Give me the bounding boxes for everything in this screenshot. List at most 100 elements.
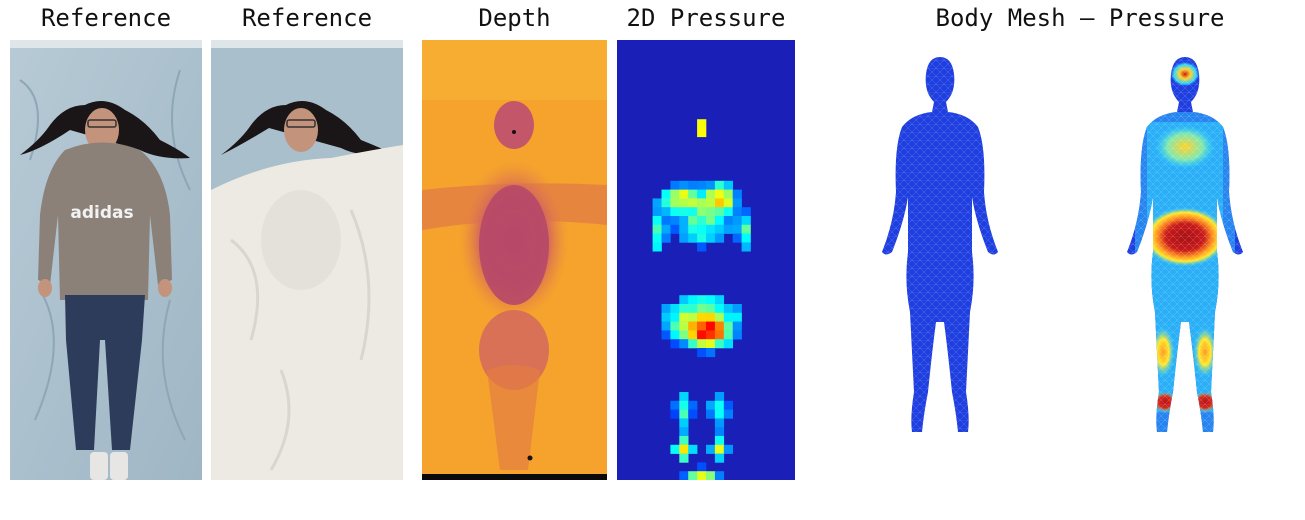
pressure-cell: [679, 418, 689, 428]
pressure-cell: [714, 189, 725, 199]
pressure-cell: [679, 392, 689, 402]
pressure-cell: [714, 233, 725, 243]
pressure-cell: [732, 330, 742, 340]
pressure-cell: [714, 453, 725, 463]
pressure-cell: [688, 400, 698, 410]
pressure-cell: [679, 471, 689, 480]
pressure-cell: [714, 180, 725, 190]
pressure-cell: [723, 444, 733, 454]
pressure-cell: [661, 207, 671, 217]
pressure-cell: [714, 471, 725, 480]
pressure-cell: [688, 339, 698, 349]
pressure-cell: [706, 409, 716, 419]
pressure-cell: [679, 233, 689, 243]
pressure-cell: [679, 330, 689, 340]
pressure-cell: [723, 216, 733, 226]
pressure-cell: [679, 216, 689, 226]
pressure-cell: [706, 224, 716, 234]
pressure-cell: [697, 295, 707, 305]
pressure-cell: [661, 233, 671, 243]
pressure-cell: [697, 216, 707, 226]
pressure-cell: [732, 304, 742, 314]
pressure-cell: [670, 304, 680, 314]
pressure-cell: [714, 409, 725, 419]
pressure-cell: [679, 409, 689, 419]
pressure-cell: [670, 189, 680, 199]
pressure-cell: [714, 339, 725, 349]
pressure-cell: [670, 321, 680, 331]
title-depth: Depth: [478, 4, 551, 32]
pressure-cell: [697, 462, 707, 472]
pressure-cell: [688, 330, 698, 340]
pressure-cell: [714, 330, 725, 340]
reference-photo-covered: [211, 40, 403, 480]
pressure-cell: [697, 233, 707, 243]
pressure-cell: [652, 216, 662, 226]
pressure-cell: [697, 304, 707, 314]
pressure-cell: [652, 198, 662, 208]
pressure-cell: [706, 189, 716, 199]
pressure-cell: [652, 233, 662, 243]
pressure-cell: [688, 409, 698, 419]
pressure-cell: [670, 207, 680, 217]
pressure-cell: [732, 321, 742, 331]
pressure-cell: [670, 180, 680, 190]
pressure-cell: [732, 312, 742, 322]
pressure-cell: [706, 471, 716, 480]
pressure-cell: [679, 453, 689, 463]
pressure-cell: [679, 295, 689, 305]
pressure-cell: [697, 128, 707, 138]
title-2d-pressure: 2D Pressure: [626, 4, 786, 32]
pressure-cell: [723, 207, 733, 217]
pressure-cell: [741, 207, 751, 217]
pressure-cell: [714, 198, 725, 208]
pressure-cell: [652, 224, 662, 234]
pressure-cell: [714, 295, 725, 305]
pressure-cell: [741, 233, 751, 243]
title-reference-2: Reference: [241, 4, 373, 32]
pressure-cell: [679, 436, 689, 446]
pressure-cell: [697, 321, 707, 331]
pressure-cell: [661, 216, 671, 226]
pressure-cell: [732, 224, 742, 234]
pressure-cell: [706, 312, 716, 322]
pressure-cell: [688, 216, 698, 226]
pressure-map-2d: [617, 40, 795, 480]
pressure-cell: [688, 224, 698, 234]
pressure-cell: [688, 444, 698, 454]
pressure-cell: [714, 418, 725, 428]
pressure-cell: [697, 339, 707, 349]
pressure-cell: [661, 198, 671, 208]
pressure-cell: [741, 242, 751, 252]
pressure-cell: [652, 207, 662, 217]
body-mesh-blue: [880, 52, 1000, 452]
pressure-cell: [706, 304, 716, 314]
pressure-cell: [741, 224, 751, 234]
pressure-cell: [679, 321, 689, 331]
pressure-cell: [714, 321, 725, 331]
pressure-cell: [714, 216, 725, 226]
pressure-cell: [697, 119, 707, 129]
pressure-cell: [723, 321, 733, 331]
pressure-cell: [697, 207, 707, 217]
pressure-cell: [688, 189, 698, 199]
pressure-cell: [706, 207, 716, 217]
pressure-cell: [679, 207, 689, 217]
pressure-cell: [714, 436, 725, 446]
title-reference-1: Reference: [40, 4, 172, 32]
title-body-mesh-pressure: Body Mesh – Pressure: [935, 4, 1225, 32]
pressure-cell: [670, 198, 680, 208]
pressure-cell: [688, 233, 698, 243]
pressure-cell: [679, 312, 689, 322]
pressure-cell: [706, 339, 716, 349]
pressure-cell: [670, 216, 680, 226]
pressure-cell: [679, 198, 689, 208]
pressure-cell: [697, 348, 707, 358]
pressure-cell: [723, 400, 733, 410]
pressure-cell: [661, 321, 671, 331]
pressure-cell: [661, 189, 671, 199]
pressure-cell: [688, 312, 698, 322]
pressure-cell: [688, 471, 698, 480]
pressure-cell: [670, 409, 680, 419]
pressure-cell: [723, 304, 733, 314]
